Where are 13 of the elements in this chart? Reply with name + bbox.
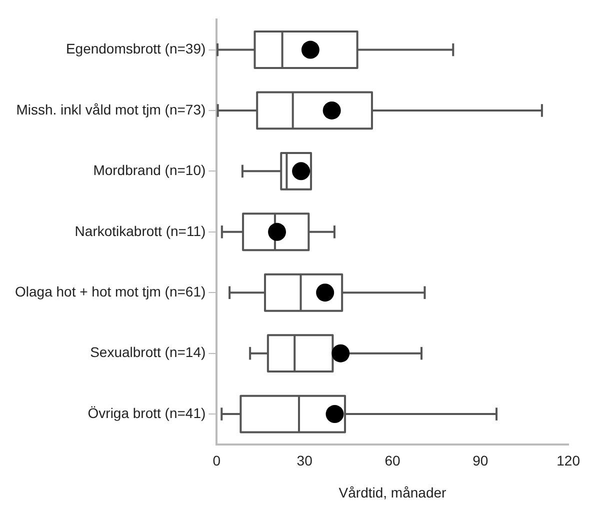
x-axis-title: Vårdtid, månader xyxy=(338,484,447,500)
y-tick-label: Narkotikabrott (n=11) xyxy=(74,222,206,239)
y-tick-label: Egendomsbrott (n=39) xyxy=(66,40,206,57)
y-tick-label: Olaga hot + hot mot tjm (n=61) xyxy=(15,283,206,300)
x-tick-label: 60 xyxy=(384,452,400,469)
y-tick-label: Mordbrand (n=10) xyxy=(93,162,206,178)
y-tick-label: Övriga brott (n=41) xyxy=(88,404,206,421)
x-tick-label: 90 xyxy=(472,452,488,469)
x-tick-label: 30 xyxy=(296,452,313,469)
x-tick-label: 120 xyxy=(556,452,580,469)
y-tick-label: Missh. inkl våld mot tjm (n=73) xyxy=(16,101,206,118)
x-tick-label: 0 xyxy=(212,452,221,469)
y-tick-label: Sexualbrott (n=14) xyxy=(90,344,206,360)
